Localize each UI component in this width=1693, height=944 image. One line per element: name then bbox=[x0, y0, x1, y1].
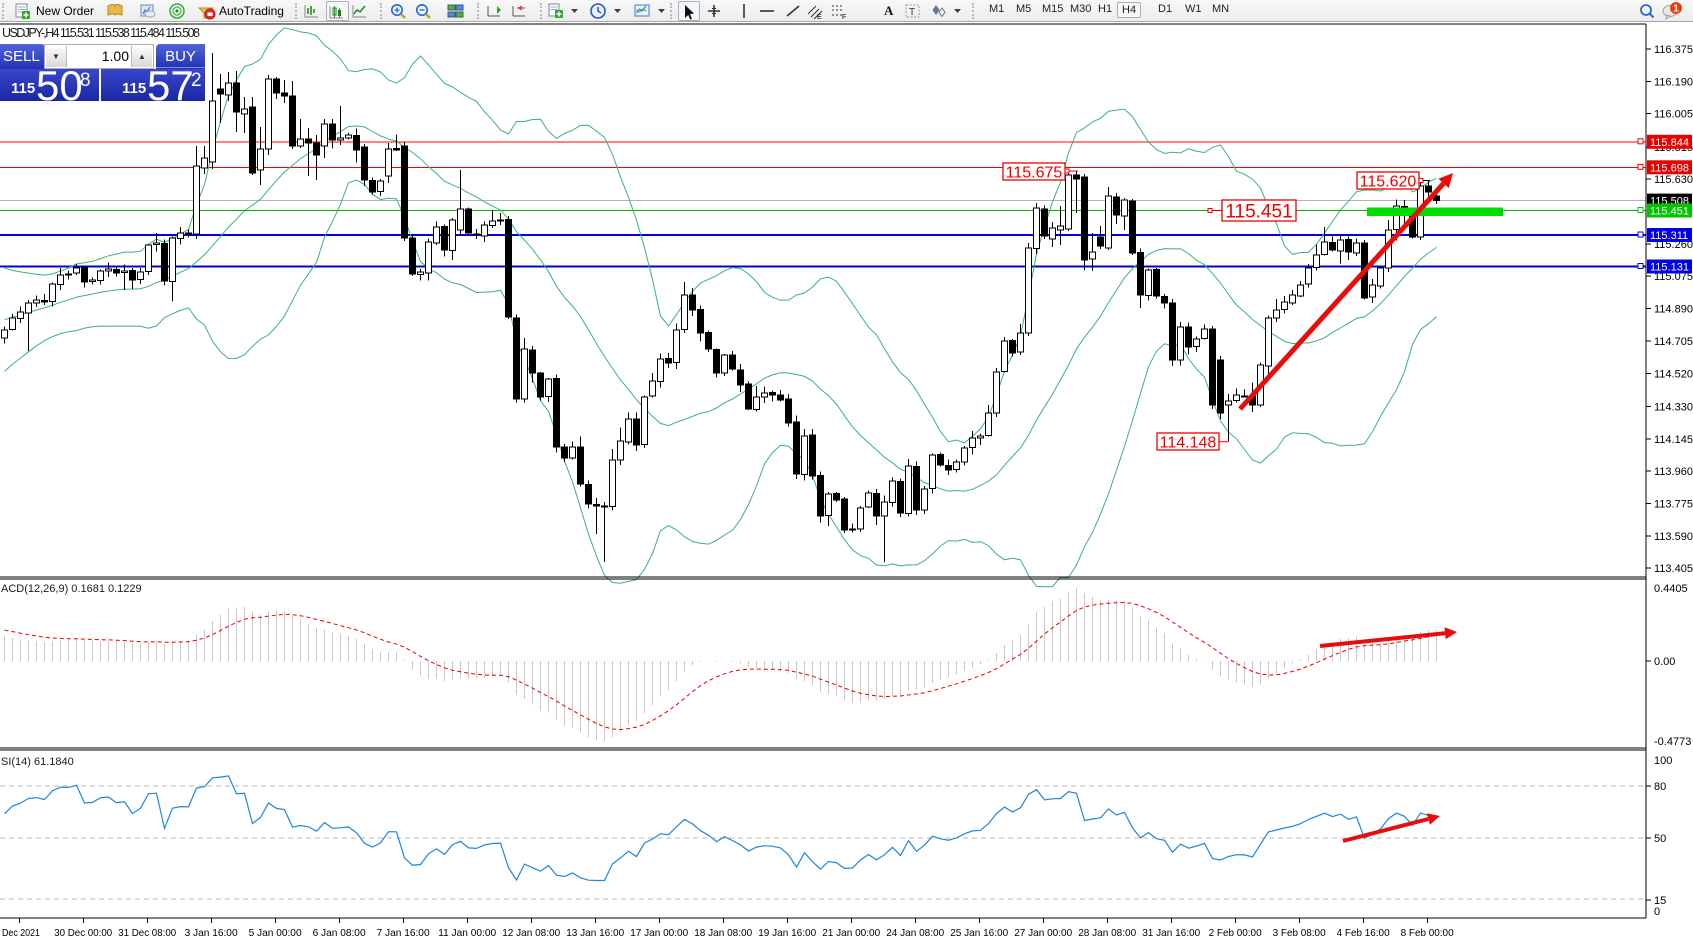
svg-text:SI(14) 61.1840: SI(14) 61.1840 bbox=[1, 756, 74, 768]
svg-text:3 Jan 16:00: 3 Jan 16:00 bbox=[185, 927, 238, 939]
svg-text:114.145: 114.145 bbox=[1654, 434, 1693, 446]
svg-text:3 Feb 08:00: 3 Feb 08:00 bbox=[1273, 927, 1326, 939]
svg-text:21 Jan 00:00: 21 Jan 00:00 bbox=[822, 927, 880, 939]
svg-text:114.705: 114.705 bbox=[1654, 336, 1693, 348]
svg-text:12 Jan 08:00: 12 Jan 08:00 bbox=[502, 927, 560, 939]
svg-text:114.890: 114.890 bbox=[1654, 304, 1693, 316]
svg-text:-0.4773: -0.4773 bbox=[1654, 736, 1691, 748]
svg-text:115.131: 115.131 bbox=[1650, 262, 1689, 274]
svg-text:50: 50 bbox=[1654, 833, 1666, 845]
svg-text:0.00: 0.00 bbox=[1654, 656, 1675, 668]
svg-text:7 Jan 16:00: 7 Jan 16:00 bbox=[377, 927, 430, 939]
svg-text:115.620: 115.620 bbox=[1360, 173, 1417, 190]
svg-text:27 Jan 00:00: 27 Jan 00:00 bbox=[1014, 927, 1072, 939]
svg-text:80: 80 bbox=[1654, 781, 1666, 793]
svg-text:30 Dec 00:00: 30 Dec 00:00 bbox=[54, 927, 112, 939]
svg-text:5 Jan 00:00: 5 Jan 00:00 bbox=[249, 927, 302, 939]
svg-text:113.960: 113.960 bbox=[1654, 466, 1693, 478]
svg-text:Dec 2021: Dec 2021 bbox=[2, 927, 40, 939]
svg-text:E: E bbox=[817, 14, 822, 20]
svg-text:USDJPY-,H4 115.531 115.538 11: USDJPY-,H4 115.531 115.538 115.484 115.5… bbox=[2, 26, 200, 40]
svg-text:31 Jan 16:00: 31 Jan 16:00 bbox=[1142, 927, 1200, 939]
svg-text:115.698: 115.698 bbox=[1650, 162, 1689, 174]
svg-text:F: F bbox=[842, 14, 846, 20]
svg-text:0.4405: 0.4405 bbox=[1654, 583, 1688, 595]
svg-text:31 Dec 08:00: 31 Dec 08:00 bbox=[118, 927, 176, 939]
svg-text:18 Jan 08:00: 18 Jan 08:00 bbox=[694, 927, 752, 939]
svg-text:25 Jan 16:00: 25 Jan 16:00 bbox=[950, 927, 1008, 939]
svg-text:113.405: 113.405 bbox=[1654, 563, 1693, 575]
svg-text:6 Jan 08:00: 6 Jan 08:00 bbox=[313, 927, 366, 939]
svg-text:116.005: 116.005 bbox=[1654, 109, 1693, 121]
svg-text:114.148: 114.148 bbox=[1160, 434, 1217, 451]
svg-text:28 Jan 08:00: 28 Jan 08:00 bbox=[1078, 927, 1136, 939]
svg-text:115.630: 115.630 bbox=[1654, 174, 1693, 186]
svg-text:115.075: 115.075 bbox=[1654, 271, 1693, 283]
svg-text:15: 15 bbox=[1654, 895, 1666, 907]
svg-text:19 Jan 16:00: 19 Jan 16:00 bbox=[758, 927, 816, 939]
svg-text:17 Jan 00:00: 17 Jan 00:00 bbox=[630, 927, 688, 939]
svg-text:100: 100 bbox=[1654, 755, 1672, 767]
svg-text:116.190: 116.190 bbox=[1654, 76, 1693, 88]
svg-text:116.375: 116.375 bbox=[1654, 44, 1693, 56]
svg-text:115.451: 115.451 bbox=[1225, 201, 1292, 222]
svg-text:T: T bbox=[909, 7, 915, 18]
svg-text:24 Jan 08:00: 24 Jan 08:00 bbox=[886, 927, 944, 939]
svg-text:4 Feb 16:00: 4 Feb 16:00 bbox=[1337, 927, 1390, 939]
svg-text:11 Jan 00:00: 11 Jan 00:00 bbox=[438, 927, 496, 939]
svg-text:8 Feb 00:00: 8 Feb 00:00 bbox=[1401, 927, 1454, 939]
svg-text:13 Jan 16:00: 13 Jan 16:00 bbox=[566, 927, 624, 939]
svg-text:1: 1 bbox=[1673, 4, 1679, 15]
svg-text:2 Feb 00:00: 2 Feb 00:00 bbox=[1209, 927, 1262, 939]
svg-text:115.844: 115.844 bbox=[1650, 137, 1689, 149]
svg-text:114.330: 114.330 bbox=[1654, 402, 1693, 414]
svg-text:113.775: 113.775 bbox=[1654, 499, 1693, 511]
svg-text:113.590: 113.590 bbox=[1654, 531, 1693, 543]
svg-text:115.311: 115.311 bbox=[1650, 230, 1688, 242]
svg-text:ACD(12,26,9) 0.1681 0.1229: ACD(12,26,9) 0.1681 0.1229 bbox=[1, 583, 142, 595]
svg-text:114.520: 114.520 bbox=[1654, 368, 1693, 380]
svg-text:0: 0 bbox=[1654, 906, 1660, 918]
svg-text:115.451: 115.451 bbox=[1650, 206, 1689, 218]
svg-text:115.675: 115.675 bbox=[1006, 164, 1063, 181]
